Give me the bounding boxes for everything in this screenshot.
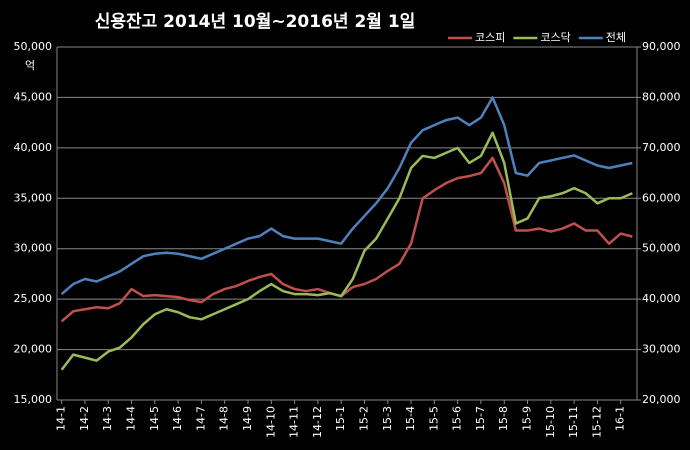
x-tick-label: 14-3 xyxy=(101,406,114,431)
x-tick-label: 15-9 xyxy=(521,406,534,431)
series-line xyxy=(60,131,633,371)
y2-tick-label: 90,000 xyxy=(642,40,681,53)
y2-tick-label: 40,000 xyxy=(642,292,681,305)
y-tick-label: 25,000 xyxy=(14,292,53,305)
x-tick-label: 15-1 xyxy=(334,406,347,431)
x-tick-label: 14-8 xyxy=(218,406,231,431)
x-tick-label: 14-6 xyxy=(171,406,184,431)
y-tick-label: 35,000 xyxy=(14,191,53,204)
legend-label: 전체 xyxy=(606,31,626,44)
x-tick-label: 15-10 xyxy=(544,406,557,438)
series-line xyxy=(60,156,633,323)
y-tick-label: 45,000 xyxy=(14,90,53,103)
legend-label: 코스닥 xyxy=(540,31,570,44)
x-tick-label: 15-12 xyxy=(590,406,603,438)
legend-label: 코스피 xyxy=(475,31,505,44)
x-tick-label: 15-11 xyxy=(567,406,580,438)
y-tick-label: 15,000 xyxy=(14,393,53,406)
chart-title: 신용잔고 2014년 10월~2016년 2월 1일 xyxy=(95,12,416,32)
x-tick-label: 14-9 xyxy=(241,406,254,431)
x-tick-label: 14-4 xyxy=(125,406,138,431)
x-tick-label: 14-10 xyxy=(264,406,277,438)
y-unit: 억 xyxy=(25,59,35,72)
y2-tick-label: 50,000 xyxy=(642,242,681,255)
x-tick-label: 14-11 xyxy=(288,406,301,438)
y-tick-label: 50,000 xyxy=(14,40,53,53)
y-tick-label: 40,000 xyxy=(14,141,53,154)
y2-tick-label: 80,000 xyxy=(642,90,681,103)
y2-tick-label: 20,000 xyxy=(642,393,681,406)
series-line xyxy=(60,96,633,296)
x-tick-label: 15-8 xyxy=(497,406,510,431)
x-tick-label: 14-5 xyxy=(148,406,161,431)
y-tick-label: 20,000 xyxy=(14,343,53,356)
x-tick-label: 14-12 xyxy=(311,406,324,438)
x-tick-label: 15-3 xyxy=(381,406,394,431)
x-tick-label: 15-4 xyxy=(404,406,417,431)
y-tick-label: 30,000 xyxy=(14,242,53,255)
x-tick-label: 15-7 xyxy=(474,406,487,431)
x-tick-label: 14-2 xyxy=(78,406,91,431)
x-tick-label: 15-6 xyxy=(451,406,464,431)
y2-tick-label: 30,000 xyxy=(642,343,681,356)
x-tick-label: 15-2 xyxy=(357,406,370,431)
y2-tick-label: 60,000 xyxy=(642,191,681,204)
x-tick-label: 14-7 xyxy=(194,406,207,431)
y2-tick-label: 70,000 xyxy=(642,141,681,154)
x-tick-label: 15-5 xyxy=(427,406,440,431)
x-tick-label: 14-1 xyxy=(55,406,68,431)
x-tick-label: 16-1 xyxy=(614,406,627,431)
